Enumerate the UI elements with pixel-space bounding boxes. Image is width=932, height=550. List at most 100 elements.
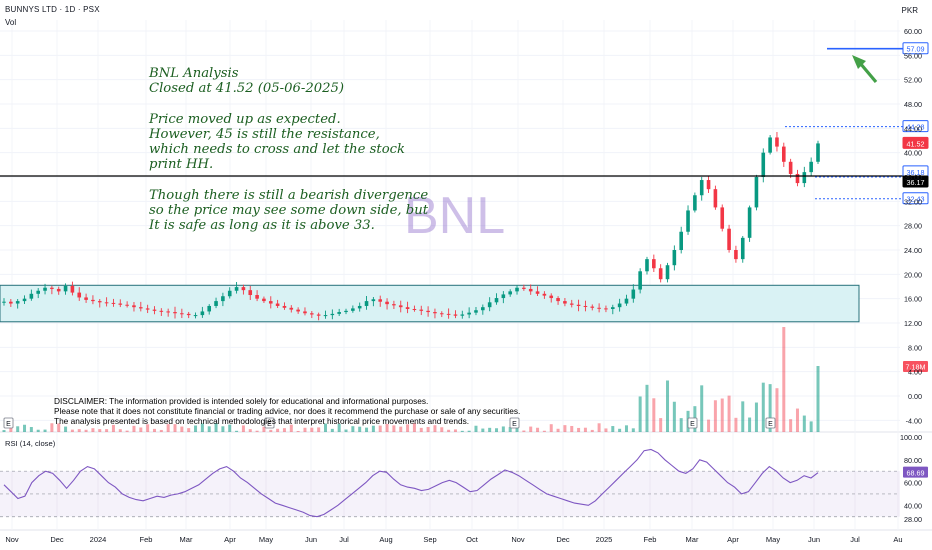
rsi-title: RSI (14, close) — [5, 439, 56, 448]
volume-bar — [84, 429, 88, 432]
volume-bar — [789, 419, 793, 432]
candle-body — [597, 307, 601, 309]
candle-body — [467, 312, 471, 315]
volume-bar — [563, 425, 567, 432]
candle-body — [699, 180, 704, 196]
volume-bar — [399, 426, 403, 432]
candle-body — [713, 189, 718, 208]
candle-body — [227, 290, 232, 297]
candle-body — [802, 172, 807, 184]
candle-body — [775, 137, 779, 147]
volume-bar — [529, 426, 533, 432]
earnings-label: E — [512, 421, 517, 428]
y-tick-label: 24.00 — [904, 246, 922, 255]
candle-body — [740, 237, 745, 260]
volume-bar — [467, 430, 471, 432]
price-label: 36.18 — [907, 168, 925, 177]
candle-body — [22, 298, 27, 302]
range-box[interactable] — [0, 284, 860, 323]
earnings-label: E — [768, 421, 773, 428]
rsi-value: 68.69 — [907, 469, 925, 478]
earnings-icon — [3, 417, 14, 429]
price-label-box — [902, 120, 929, 133]
y-tick-label: 0.00 — [908, 392, 922, 401]
candle-body — [186, 313, 191, 316]
volume-bar — [180, 426, 184, 432]
y-tick-label: 36.00 — [904, 173, 922, 182]
candle-body — [77, 292, 82, 298]
candle-body — [173, 312, 177, 314]
candle-body — [535, 291, 540, 294]
volume-bar — [269, 429, 273, 432]
x-tick-label: Nov — [511, 535, 525, 544]
candle-body — [207, 305, 212, 312]
volume-bar — [700, 385, 704, 432]
candle-body — [686, 210, 690, 232]
candle-body — [268, 301, 273, 304]
volume-bar — [419, 427, 423, 432]
candle-body — [453, 314, 458, 316]
y-tick-label: 8.00 — [908, 343, 922, 352]
volume-bar — [761, 382, 765, 432]
volume-bar — [146, 424, 150, 432]
analysis-line: print HH. — [149, 157, 214, 173]
candle-body — [289, 307, 294, 310]
volume-bar — [310, 427, 314, 432]
price-label: 57.09 — [907, 45, 925, 54]
volume-bar — [187, 428, 191, 432]
volume-bar — [481, 428, 485, 432]
candle-body — [262, 298, 266, 302]
candle-body — [385, 301, 389, 305]
symbol-watermark: BNL — [404, 187, 506, 245]
volume-bar — [720, 398, 724, 432]
rsi-label-box — [903, 466, 928, 478]
volume-bar — [816, 366, 820, 432]
volume-bar — [707, 419, 711, 432]
x-tick-label: Aug — [379, 535, 392, 544]
volume-bar — [16, 426, 20, 432]
volume-bar — [679, 418, 683, 432]
candle-body — [549, 295, 554, 299]
candle-body — [166, 311, 170, 313]
volume-bar — [802, 415, 806, 432]
volume-bar — [508, 427, 512, 432]
candle-body — [2, 301, 6, 303]
candle-body — [652, 259, 656, 269]
x-tick-label: May — [259, 535, 273, 544]
x-tick-label: Apr — [224, 535, 236, 544]
earnings-label: E — [6, 421, 11, 428]
volume-bar — [782, 327, 786, 432]
x-tick-label: Feb — [644, 535, 657, 544]
y-tick-label: 44.00 — [904, 124, 922, 133]
candle-body — [275, 303, 280, 306]
volume-bar — [248, 429, 252, 432]
volume-bar — [645, 384, 649, 432]
volume-bar — [330, 428, 334, 432]
candle-body — [9, 301, 13, 304]
x-tick-label: Sep — [423, 535, 436, 544]
candle-body — [795, 173, 800, 184]
x-tick-label: Mar — [180, 535, 193, 544]
candle-body — [734, 250, 738, 260]
rsi-tick-label: 60.00 — [904, 479, 922, 488]
x-tick-label: May — [766, 535, 780, 544]
candle-body — [617, 303, 622, 308]
volume-bar — [597, 423, 601, 432]
candle-body — [556, 298, 560, 302]
candle-body — [152, 309, 157, 311]
volume-bar — [125, 430, 129, 432]
analysis-line: Closed at 41.52 (05-06-2025) — [149, 81, 345, 97]
x-tick-label: Jul — [339, 535, 349, 544]
x-tick-label: Dec — [556, 535, 570, 544]
candle-body — [337, 312, 341, 314]
volume-bar — [378, 425, 382, 432]
volume-bar — [98, 429, 102, 432]
candle-body — [658, 268, 663, 280]
candle-body — [248, 290, 253, 296]
candle-body — [405, 307, 410, 310]
candle-body — [139, 307, 143, 309]
volume-bar — [727, 395, 731, 432]
volume-bar — [111, 424, 115, 432]
candle-body — [364, 301, 369, 306]
